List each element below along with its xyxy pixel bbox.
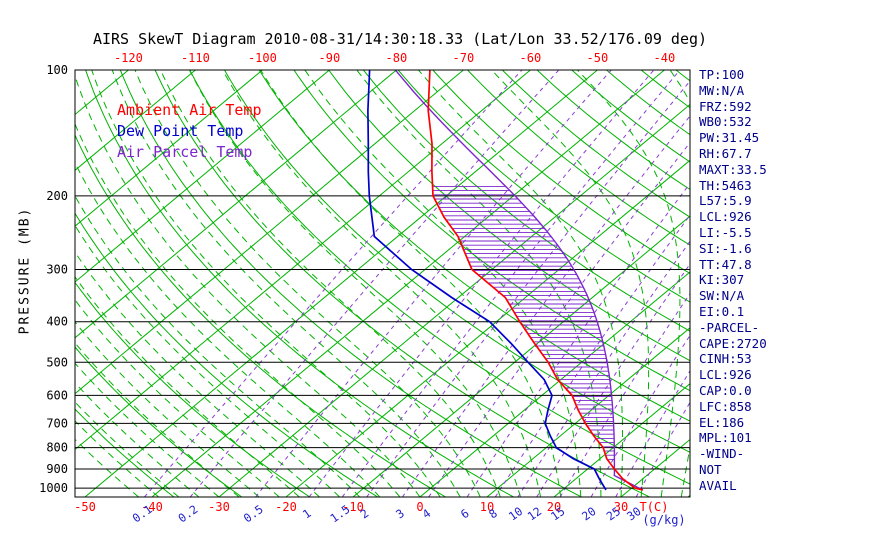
tick-label: 500 bbox=[46, 355, 68, 369]
dry-adiabat-lines bbox=[75, 70, 690, 497]
tick-label: 30 bbox=[614, 500, 628, 514]
tick-label: 700 bbox=[46, 416, 68, 430]
stat-line: CAP:0.0 bbox=[699, 382, 752, 398]
stat-line: EI:0.1 bbox=[699, 303, 745, 319]
stat-line: LCL:926 bbox=[699, 209, 752, 225]
sounding-curves bbox=[367, 70, 644, 491]
tick-label: 400 bbox=[46, 315, 68, 329]
tick-label: -10 bbox=[342, 500, 364, 514]
tick-label: -90 bbox=[319, 51, 341, 65]
stat-line: WB0:532 bbox=[699, 114, 752, 130]
mixing-ratio-tick-label: 6 bbox=[458, 506, 472, 521]
mixing-ratio-tick-label: 8 bbox=[486, 506, 500, 521]
tick-label: 1000 bbox=[39, 481, 68, 495]
tick-label: -50 bbox=[74, 500, 96, 514]
tick-label: (g/kg) bbox=[642, 513, 685, 527]
tick-label: -80 bbox=[386, 51, 408, 65]
ambient-temp-curve bbox=[427, 70, 644, 491]
cape-hatch bbox=[433, 185, 615, 460]
stat-line: PW:31.45 bbox=[699, 130, 760, 146]
tick-label: 200 bbox=[46, 189, 68, 203]
stat-line: CAPE:2720 bbox=[699, 335, 767, 351]
stat-line: SW:N/A bbox=[699, 288, 745, 304]
stat-line: MAXT:33.5 bbox=[699, 161, 767, 177]
legend-air-parcel-temp: Air Parcel Temp bbox=[117, 143, 253, 161]
tick-label: -110 bbox=[181, 51, 210, 65]
mixing-ratio-tick-label: 20 bbox=[579, 504, 598, 523]
mixing-ratio-tick-label: 3 bbox=[393, 506, 407, 521]
stat-line: NOT bbox=[699, 461, 722, 477]
stat-line: AVAIL bbox=[699, 477, 737, 493]
stat-line: TT:47.8 bbox=[699, 256, 752, 272]
stat-line: SI:-1.6 bbox=[699, 240, 752, 256]
tick-label: -100 bbox=[248, 51, 277, 65]
stat-line: -WIND- bbox=[699, 446, 745, 462]
stat-line: LI:-5.5 bbox=[699, 224, 752, 240]
legend-dew-point-temp: Dew Point Temp bbox=[117, 122, 244, 140]
mixing-ratio-tick-label: 30 bbox=[624, 504, 643, 523]
stat-line: LFC:858 bbox=[699, 398, 752, 414]
parcel-temp-curve bbox=[394, 70, 644, 491]
mixing-ratio-tick-label: 10 bbox=[506, 504, 525, 523]
mixing-ratio-tick-label: 1 bbox=[300, 506, 314, 521]
stat-line: CINH:53 bbox=[699, 351, 752, 367]
pressure-axis-label: PRESSURE (MB) bbox=[17, 206, 33, 335]
chart-title: AIRS SkewT Diagram 2010-08-31/14:30:18.3… bbox=[92, 30, 708, 48]
tick-label: -120 bbox=[114, 51, 143, 65]
stats-panel: TP:100 MW:N/A FRZ:592 WB0:532 PW:31.45 RH:67.… bbox=[699, 67, 767, 494]
tick-label: 800 bbox=[46, 441, 68, 455]
tick-label: -60 bbox=[520, 51, 542, 65]
legend-ambient-air-temp: Ambient Air Temp bbox=[117, 101, 262, 119]
stat-line: LCL:926 bbox=[699, 367, 752, 383]
mixing-ratio-tick-label: 0.2 bbox=[175, 502, 200, 525]
mixing-ratio-tick-label: 25 bbox=[604, 504, 623, 523]
tick-label: -40 bbox=[654, 51, 676, 65]
tick-label: 10 bbox=[480, 500, 494, 514]
tick-label: -20 bbox=[275, 500, 297, 514]
stat-line: MPL:101 bbox=[699, 430, 752, 446]
stat-line: TH:5463 bbox=[699, 177, 752, 193]
tick-label: 900 bbox=[46, 462, 68, 476]
dew-point-curve bbox=[367, 70, 607, 491]
tick-label: -70 bbox=[453, 51, 475, 65]
stat-line: L57:5.9 bbox=[699, 193, 752, 209]
stat-line: TP:100 bbox=[699, 67, 745, 82]
stat-line: EL:186 bbox=[699, 414, 745, 430]
mixing-ratio-tick-label: 4 bbox=[420, 506, 434, 521]
stat-line: RH:67.7 bbox=[699, 145, 752, 161]
tick-label: 0 bbox=[416, 500, 423, 514]
tick-label: -50 bbox=[587, 51, 609, 65]
mixing-ratio-tick-label: 2 bbox=[358, 506, 372, 521]
mixing-ratio-tick-label: 15 bbox=[548, 504, 567, 523]
tick-label: -30 bbox=[208, 500, 230, 514]
stat-line: MW:N/A bbox=[699, 82, 745, 98]
axis-labels: -120 -110 -100 -90 -80 -70 -60 -50 -40-50 -40 -30-… bbox=[39, 51, 686, 527]
tick-label: 100 bbox=[46, 63, 68, 77]
stat-line: KI:307 bbox=[699, 272, 745, 288]
stat-line: -PARCEL- bbox=[699, 319, 760, 335]
tick-label: 600 bbox=[46, 388, 68, 402]
mixing-ratio-tick-label: 12 bbox=[525, 504, 544, 523]
tick-label: -40 bbox=[141, 500, 163, 514]
stat-line: FRZ:592 bbox=[699, 98, 752, 114]
tick-label: T(C) bbox=[640, 500, 669, 514]
plot-border bbox=[74, 69, 691, 498]
moist-adiabat-lines bbox=[75, 70, 690, 497]
mixing-ratio-tick-label: 0.5 bbox=[241, 502, 266, 525]
tick-label: 300 bbox=[46, 263, 68, 277]
tick-label: 20 bbox=[547, 500, 561, 514]
